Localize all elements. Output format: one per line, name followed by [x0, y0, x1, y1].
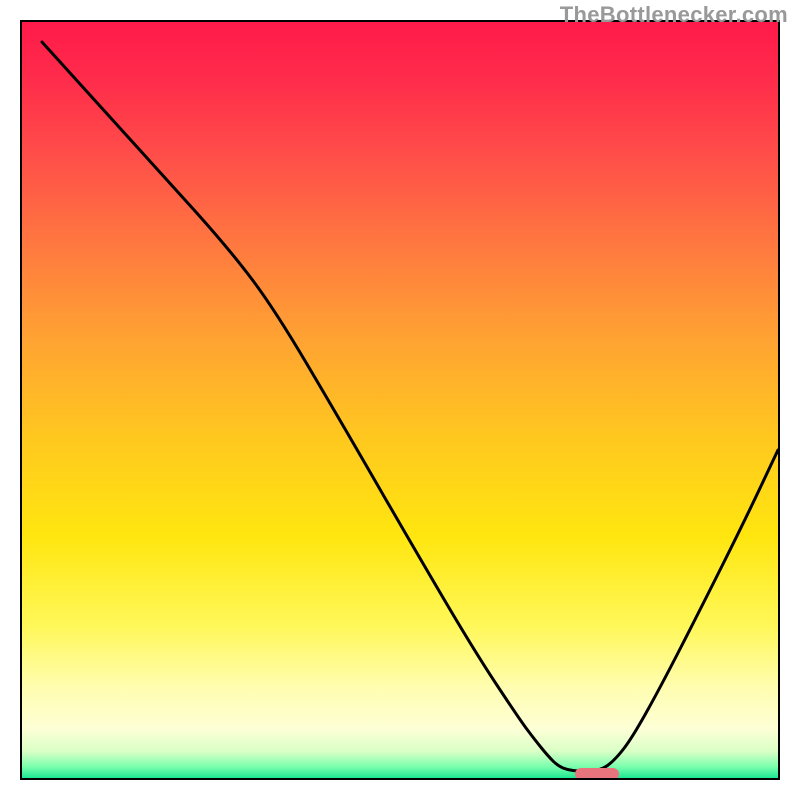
bottleneck-curve	[20, 20, 780, 780]
optimal-marker	[575, 768, 619, 780]
watermark-text: TheBottlenecker.com	[560, 2, 788, 28]
bottleneck-chart: TheBottlenecker.com	[0, 0, 800, 800]
